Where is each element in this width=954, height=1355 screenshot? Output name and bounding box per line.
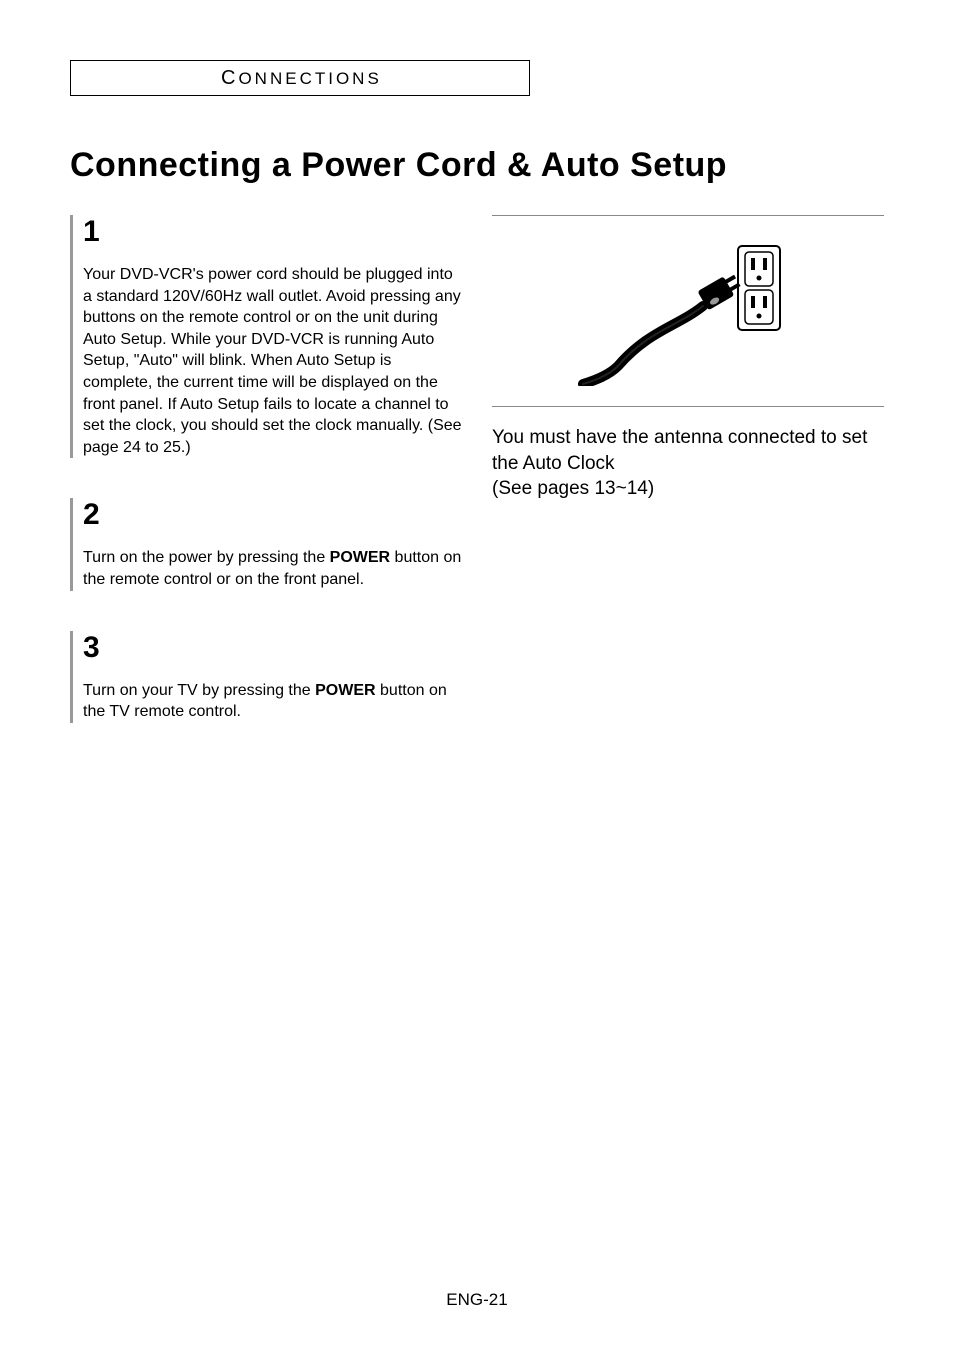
- step-body: Your DVD-VCR's power cord should be plug…: [83, 264, 462, 458]
- step-body-pre: Turn on your TV by pressing the: [83, 682, 315, 699]
- step-number: 3: [83, 631, 462, 665]
- section-header-cap: C: [221, 67, 238, 89]
- note-line2: (See pages 13~14): [492, 478, 654, 499]
- power-cord-outlet-icon: [578, 236, 798, 386]
- page-title: Connecting a Power Cord & Auto Setup: [70, 146, 884, 185]
- section-header: CONNECTIONS: [70, 60, 530, 96]
- step-2: 2 Turn on the power by pressing the POWE…: [70, 498, 462, 590]
- columns: 1 Your DVD-VCR's power cord should be pl…: [70, 215, 884, 763]
- left-column: 1 Your DVD-VCR's power cord should be pl…: [70, 215, 462, 763]
- antenna-note: You must have the antenna connected to s…: [492, 425, 884, 502]
- section-header-text: CONNECTIONS: [221, 67, 382, 90]
- step-body: Turn on your TV by pressing the POWER bu…: [83, 680, 462, 723]
- step-1: 1 Your DVD-VCR's power cord should be pl…: [70, 215, 462, 458]
- step-3: 3 Turn on your TV by pressing the POWER …: [70, 631, 462, 723]
- step-body: Turn on the power by pressing the POWER …: [83, 547, 462, 590]
- step-body-bold: POWER: [330, 549, 390, 566]
- manual-page: CONNECTIONS Connecting a Power Cord & Au…: [0, 0, 954, 1355]
- illustration-box: [492, 215, 884, 407]
- note-line1: You must have the antenna connected to s…: [492, 427, 867, 474]
- step-body-pre: Turn on the power by pressing the: [83, 549, 330, 566]
- step-body-bold: POWER: [315, 682, 375, 699]
- section-header-rest: ONNECTIONS: [238, 69, 381, 88]
- page-number: ENG-21: [0, 1290, 954, 1310]
- right-column: You must have the antenna connected to s…: [492, 215, 884, 763]
- step-number: 2: [83, 498, 462, 532]
- step-number: 1: [83, 215, 462, 249]
